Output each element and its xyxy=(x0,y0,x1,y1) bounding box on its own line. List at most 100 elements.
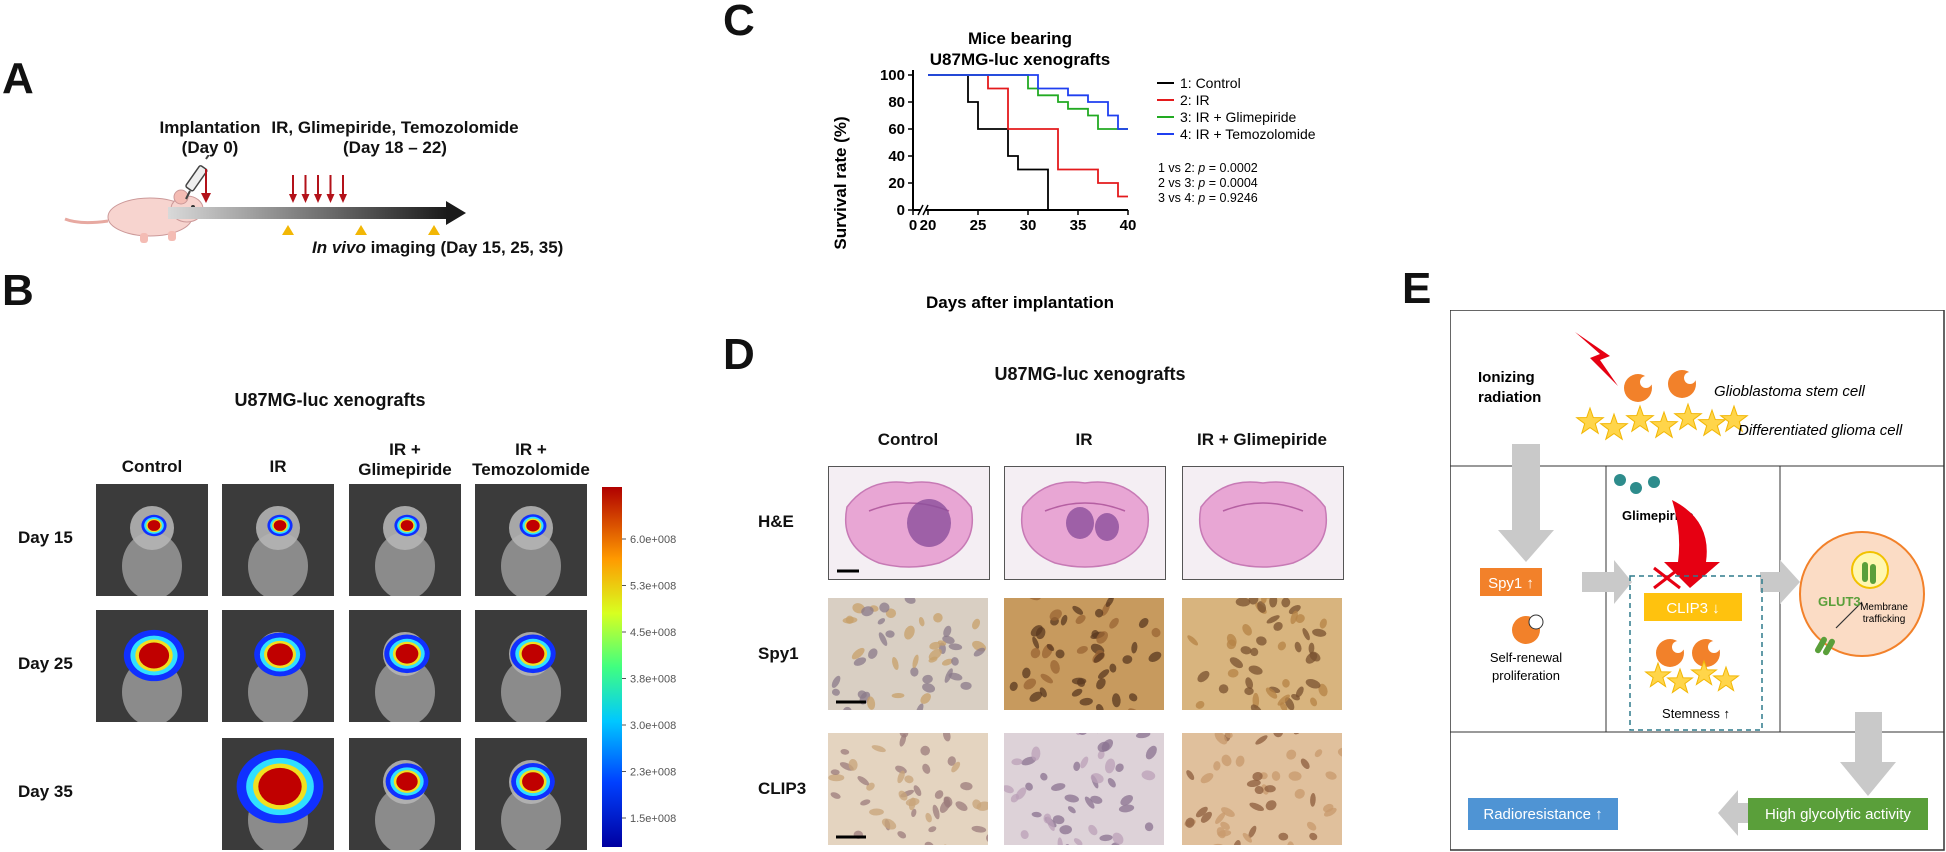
spy1-label: Spy1 ↑ xyxy=(1488,575,1534,592)
y-tick-label: 80 xyxy=(888,94,905,111)
membrane-2: trafficking xyxy=(1863,614,1906,625)
signal-core xyxy=(267,643,293,666)
bioluminescence-image xyxy=(222,484,334,596)
row-label: Day 35 xyxy=(18,782,73,801)
bioluminescence-image xyxy=(349,738,461,850)
down-arrow-right xyxy=(1840,712,1896,796)
timeline-diagram xyxy=(64,155,466,243)
panel-label-a: A xyxy=(2,54,34,103)
signal-core xyxy=(396,772,418,791)
colorbar-tick: 5.3e+008 xyxy=(630,581,676,593)
colorbar-tick: 1.5e+008 xyxy=(630,813,676,825)
stat-annotation: 3 vs 4: p = 0.9246 xyxy=(1158,191,1258,205)
diff-label: Differentiated glioma cell xyxy=(1738,422,1903,439)
ihc-image xyxy=(1182,733,1342,845)
treatment-title: IR, Glimepiride, Temozolomide xyxy=(271,118,519,137)
radioresistance-label: Radioresistance ↑ xyxy=(1483,806,1602,823)
axis-break xyxy=(922,204,929,216)
row-label: H&E xyxy=(758,512,794,531)
he-section-image xyxy=(1182,466,1344,580)
x-tick-label: 25 xyxy=(970,217,987,234)
colorbar-tick: 6.0e+008 xyxy=(630,534,676,546)
stemness-box xyxy=(1629,575,1763,731)
lightning-icon xyxy=(1575,332,1618,386)
series-line-1 xyxy=(928,74,1049,210)
column-header: IR + Glimepiride xyxy=(1197,430,1327,449)
legend-entry: 3: IR + Glimepiride xyxy=(1180,109,1297,125)
legend-entry: 2: IR xyxy=(1180,92,1210,108)
intensity-colorbar: 6.0e+008 5.3e+008 4.5e+008 3.8e+008 3.0e+008… xyxy=(602,487,676,847)
signal-core xyxy=(258,767,302,806)
bioluminescence-image xyxy=(349,610,461,722)
glioma-cells-icon xyxy=(1575,402,1749,441)
bioluminescence-image xyxy=(96,610,208,722)
implantation-arrow xyxy=(201,169,211,203)
panel-d-title: U87MG-luc xenografts xyxy=(994,364,1186,384)
panel-label-b: B xyxy=(2,266,34,315)
y-axis-label: Survival rate (%) xyxy=(831,116,850,249)
bioluminescence-image xyxy=(349,484,461,596)
survival-chart: Mice bearing U87MG-luc xenografts 020406… xyxy=(831,29,1316,312)
y-tick-label: 100 xyxy=(880,67,905,84)
treatment-arrows xyxy=(289,175,347,203)
x-tick-label: 35 xyxy=(1070,217,1087,234)
signal-core xyxy=(522,772,544,791)
chart-title-line-2: U87MG-luc xenografts xyxy=(930,50,1110,69)
clip3-box xyxy=(1644,593,1742,621)
membrane-1: Membrane xyxy=(1860,602,1908,613)
mechanism-diagram: Ionizing radiation Glioblastoma stem cel… xyxy=(1450,310,1945,851)
self-renewal-1: Self-renewal xyxy=(1490,650,1562,665)
ihc-image xyxy=(828,733,988,845)
bioluminescence-image xyxy=(222,610,334,722)
ihc-image xyxy=(1004,733,1164,845)
clip3-label: CLIP3 ↓ xyxy=(1666,600,1719,617)
glycolytic-label: High glycolytic activity xyxy=(1765,806,1911,823)
column-header: IR + Glimepiride xyxy=(358,440,452,479)
inhibition-arrow xyxy=(1664,500,1720,588)
column-header: Control xyxy=(121,457,183,476)
signal-core xyxy=(521,644,545,664)
column-header: IR + Temozolomide xyxy=(472,440,590,479)
glut3-cell xyxy=(1799,531,1925,657)
imaging-triangles xyxy=(282,225,440,235)
stat-annotation: 1 vs 2: p = 0.0002 xyxy=(1158,161,1258,175)
signal-core xyxy=(400,520,414,531)
down-arrow-left xyxy=(1498,444,1554,562)
syringe-icon xyxy=(185,155,210,200)
colorbar-tick: 3.0e+008 xyxy=(630,720,676,732)
colorbar-tick: 2.3e+008 xyxy=(630,767,676,779)
self-renewal-2: proliferation xyxy=(1492,668,1560,683)
bioluminescence-image xyxy=(96,484,208,596)
signal-core xyxy=(147,520,161,531)
y-tick-label: 0 xyxy=(897,202,905,219)
right-arrow-1 xyxy=(1582,560,1632,604)
y-tick-label: 60 xyxy=(888,121,905,138)
ihc-image xyxy=(1004,598,1164,710)
x-tick-label: 30 xyxy=(1020,217,1037,234)
column-header: IR xyxy=(1075,430,1093,449)
row-label: CLIP3 xyxy=(758,779,807,798)
colorbar-tick: 3.8e+008 xyxy=(630,674,676,686)
radioresistance-box xyxy=(1468,798,1618,830)
right-arrow-2 xyxy=(1760,560,1800,604)
ihc-image xyxy=(1182,598,1342,710)
spy1-box xyxy=(1480,568,1542,596)
imaging-caption: In vivo imaging (Day 15, 25, 35) xyxy=(312,238,564,257)
timeline-arrow xyxy=(168,201,466,225)
ihc-image xyxy=(828,598,988,710)
x-tick-label: 0 xyxy=(909,217,917,234)
ionizing-label-1: Ionizing xyxy=(1478,369,1535,386)
legend-entry: 4: IR + Temozolomide xyxy=(1180,126,1316,142)
chart-title-line-1: Mice bearing xyxy=(968,29,1072,48)
column-header: IR xyxy=(269,457,287,476)
row-label: Spy1 xyxy=(758,644,799,663)
glycolytic-box xyxy=(1748,798,1928,830)
signal-core xyxy=(395,644,419,664)
series-line-4 xyxy=(928,74,1128,130)
panel-label-d: D xyxy=(723,330,755,379)
gsc-label: Glioblastoma stem cell xyxy=(1714,383,1866,400)
signal-core xyxy=(273,520,287,531)
implantation-day: (Day 0) xyxy=(181,138,239,157)
panel-label-c: C xyxy=(723,0,755,45)
row-label: Day 15 xyxy=(18,528,73,547)
